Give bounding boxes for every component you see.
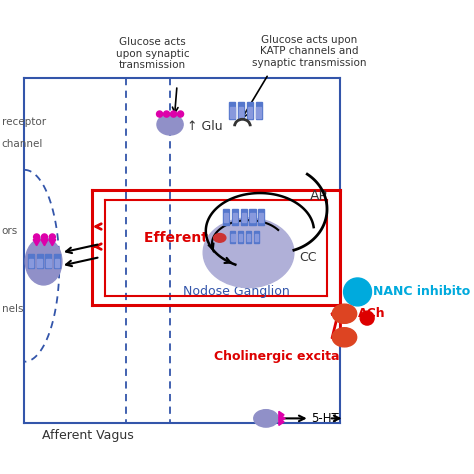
- Bar: [259, 213, 264, 222]
- Text: ors: ors: [2, 226, 18, 236]
- Text: Efferent Vagus: Efferent Vagus: [144, 231, 260, 245]
- Text: Glucose acts
upon synaptic
transmission: Glucose acts upon synaptic transmission: [116, 37, 190, 71]
- Ellipse shape: [164, 111, 170, 117]
- Bar: [238, 231, 243, 243]
- Ellipse shape: [203, 218, 294, 288]
- Bar: [224, 213, 228, 222]
- Bar: [242, 213, 246, 222]
- Polygon shape: [279, 411, 284, 419]
- Bar: [258, 209, 264, 225]
- Text: ACh: ACh: [358, 307, 386, 320]
- Text: GABA: GABA: [226, 255, 254, 264]
- Text: 5-HT: 5-HT: [311, 412, 339, 425]
- Bar: [28, 255, 34, 268]
- Text: channel: channel: [2, 139, 43, 149]
- Ellipse shape: [156, 111, 163, 117]
- Bar: [37, 259, 42, 267]
- Bar: [36, 255, 43, 268]
- Polygon shape: [280, 415, 285, 422]
- Bar: [239, 234, 242, 241]
- Text: receptor: receptor: [2, 117, 46, 127]
- Bar: [229, 102, 236, 119]
- Bar: [247, 107, 252, 118]
- Text: Cholinergic excita: Cholinergic excita: [214, 350, 339, 363]
- Ellipse shape: [332, 304, 356, 323]
- Ellipse shape: [214, 234, 226, 242]
- Bar: [46, 259, 51, 267]
- Bar: [54, 255, 60, 268]
- Circle shape: [344, 278, 372, 306]
- Circle shape: [360, 311, 374, 325]
- Ellipse shape: [157, 114, 183, 135]
- Text: AP: AP: [310, 189, 328, 203]
- Bar: [247, 102, 253, 119]
- Bar: [230, 107, 235, 118]
- Bar: [233, 213, 237, 222]
- Bar: [230, 231, 236, 243]
- Text: Nodose Ganglion: Nodose Ganglion: [183, 285, 290, 299]
- Ellipse shape: [177, 111, 183, 117]
- Ellipse shape: [332, 328, 356, 347]
- Bar: [239, 107, 243, 118]
- Circle shape: [41, 234, 47, 240]
- Polygon shape: [33, 240, 40, 246]
- Bar: [254, 231, 259, 243]
- Text: Glucose acts upon
KATP channels and
synaptic transmission: Glucose acts upon KATP channels and syna…: [252, 35, 367, 68]
- Ellipse shape: [25, 238, 62, 285]
- Bar: [231, 234, 235, 241]
- Polygon shape: [279, 419, 284, 425]
- Bar: [29, 259, 33, 267]
- Ellipse shape: [254, 410, 278, 427]
- Bar: [250, 213, 255, 222]
- Bar: [255, 102, 262, 119]
- Bar: [238, 102, 244, 119]
- Bar: [256, 107, 261, 118]
- Circle shape: [49, 234, 55, 240]
- Circle shape: [34, 234, 40, 240]
- Bar: [232, 209, 238, 225]
- Bar: [46, 255, 52, 268]
- Bar: [247, 234, 250, 241]
- Polygon shape: [41, 240, 48, 246]
- Text: Afferent Vagus: Afferent Vagus: [42, 429, 134, 442]
- Ellipse shape: [171, 111, 177, 117]
- Text: ↑ Glu: ↑ Glu: [188, 120, 223, 133]
- Bar: [223, 209, 229, 225]
- Bar: [249, 209, 255, 225]
- Bar: [55, 259, 59, 267]
- Text: CC: CC: [299, 251, 317, 264]
- Bar: [246, 231, 251, 243]
- Polygon shape: [49, 240, 56, 246]
- Bar: [241, 209, 247, 225]
- Text: nels: nels: [2, 304, 23, 314]
- Bar: [255, 234, 258, 241]
- Text: NANC inhibito: NANC inhibito: [373, 285, 471, 299]
